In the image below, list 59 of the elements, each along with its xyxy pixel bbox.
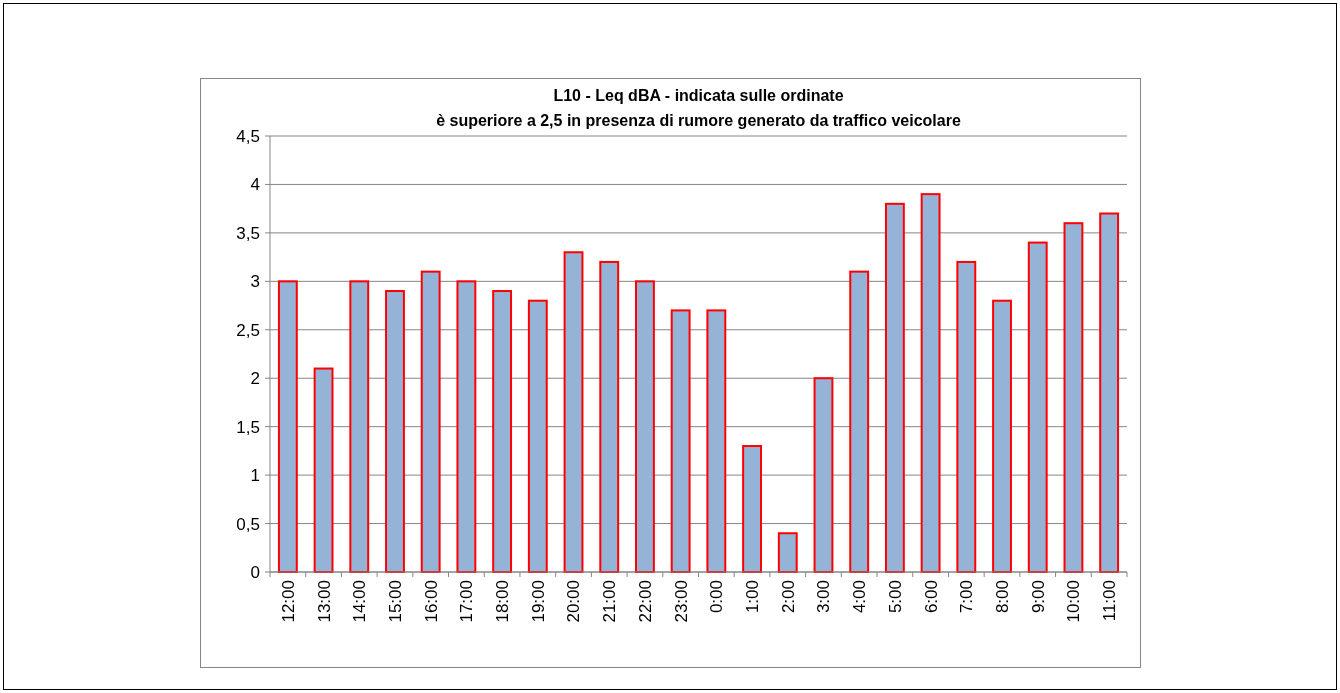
x-tick-label: 21:00 (600, 580, 620, 623)
x-tick-label: 13:00 (314, 580, 334, 623)
x-tick-label: 22:00 (635, 580, 655, 623)
x-tick-label: 16:00 (421, 580, 441, 623)
y-tick-label: 4,5 (236, 126, 260, 146)
x-tick-label: 23:00 (671, 580, 691, 623)
x-tick-label: 17:00 (457, 580, 477, 623)
bar (277, 280, 298, 573)
bar (992, 299, 1012, 573)
y-tick-label: 0,5 (236, 514, 260, 534)
y-tick-label: 2,5 (236, 320, 260, 340)
bar (920, 193, 941, 573)
x-tick-label: 9:00 (1028, 580, 1048, 614)
y-tick-label: 4 (250, 175, 260, 195)
bar (813, 377, 834, 573)
bar (670, 309, 691, 573)
x-tick-label: 5:00 (885, 580, 905, 614)
bar (492, 290, 513, 573)
bar (349, 280, 370, 573)
y-tick-label: 1,5 (236, 417, 260, 437)
x-tick-label: 12:00 (278, 580, 298, 623)
x-tick-label: 1:00 (743, 580, 763, 614)
x-tick-label: 11:00 (1100, 580, 1120, 622)
x-tick-label: 14:00 (350, 580, 370, 623)
x-tick-label: 7:00 (957, 580, 977, 614)
y-tick-label: 3 (250, 272, 260, 292)
bar (742, 445, 762, 573)
y-tick-label: 2 (250, 369, 260, 389)
bar (527, 299, 548, 573)
bar (420, 270, 441, 573)
x-tick-label: 3:00 (814, 580, 834, 614)
bar (599, 260, 620, 573)
bar (777, 532, 798, 573)
bar (1063, 222, 1084, 573)
bar (849, 270, 870, 573)
bar (956, 260, 977, 573)
bar (313, 367, 334, 573)
bar (563, 251, 584, 573)
bar (884, 202, 905, 573)
x-tick-label: 6:00 (921, 580, 941, 614)
x-tick-label: 0:00 (707, 580, 727, 614)
x-tick-label: 2:00 (778, 580, 798, 614)
bar (385, 290, 405, 573)
bar (456, 280, 477, 573)
x-tick-label: 15:00 (385, 580, 405, 623)
bar (635, 280, 655, 573)
y-tick-label: 3,5 (236, 223, 260, 243)
y-tick-label: 1 (250, 466, 260, 486)
bar (706, 309, 727, 573)
bar (1099, 212, 1120, 573)
y-tick-label: 0 (250, 562, 260, 582)
x-tick-label: 4:00 (850, 580, 870, 614)
x-tick-label: 20:00 (564, 580, 584, 623)
x-tick-label: 8:00 (992, 580, 1012, 614)
x-tick-label: 19:00 (528, 580, 548, 623)
x-tick-label: 10:00 (1064, 580, 1084, 623)
chart-title: L10 - Leq dBA - indicata sulle ordinate è superiore a 2,5 in presenza di rumore generato da traffico veicolare (436, 87, 961, 129)
bar (1027, 241, 1048, 573)
x-tick-label: 18:00 (493, 580, 513, 623)
